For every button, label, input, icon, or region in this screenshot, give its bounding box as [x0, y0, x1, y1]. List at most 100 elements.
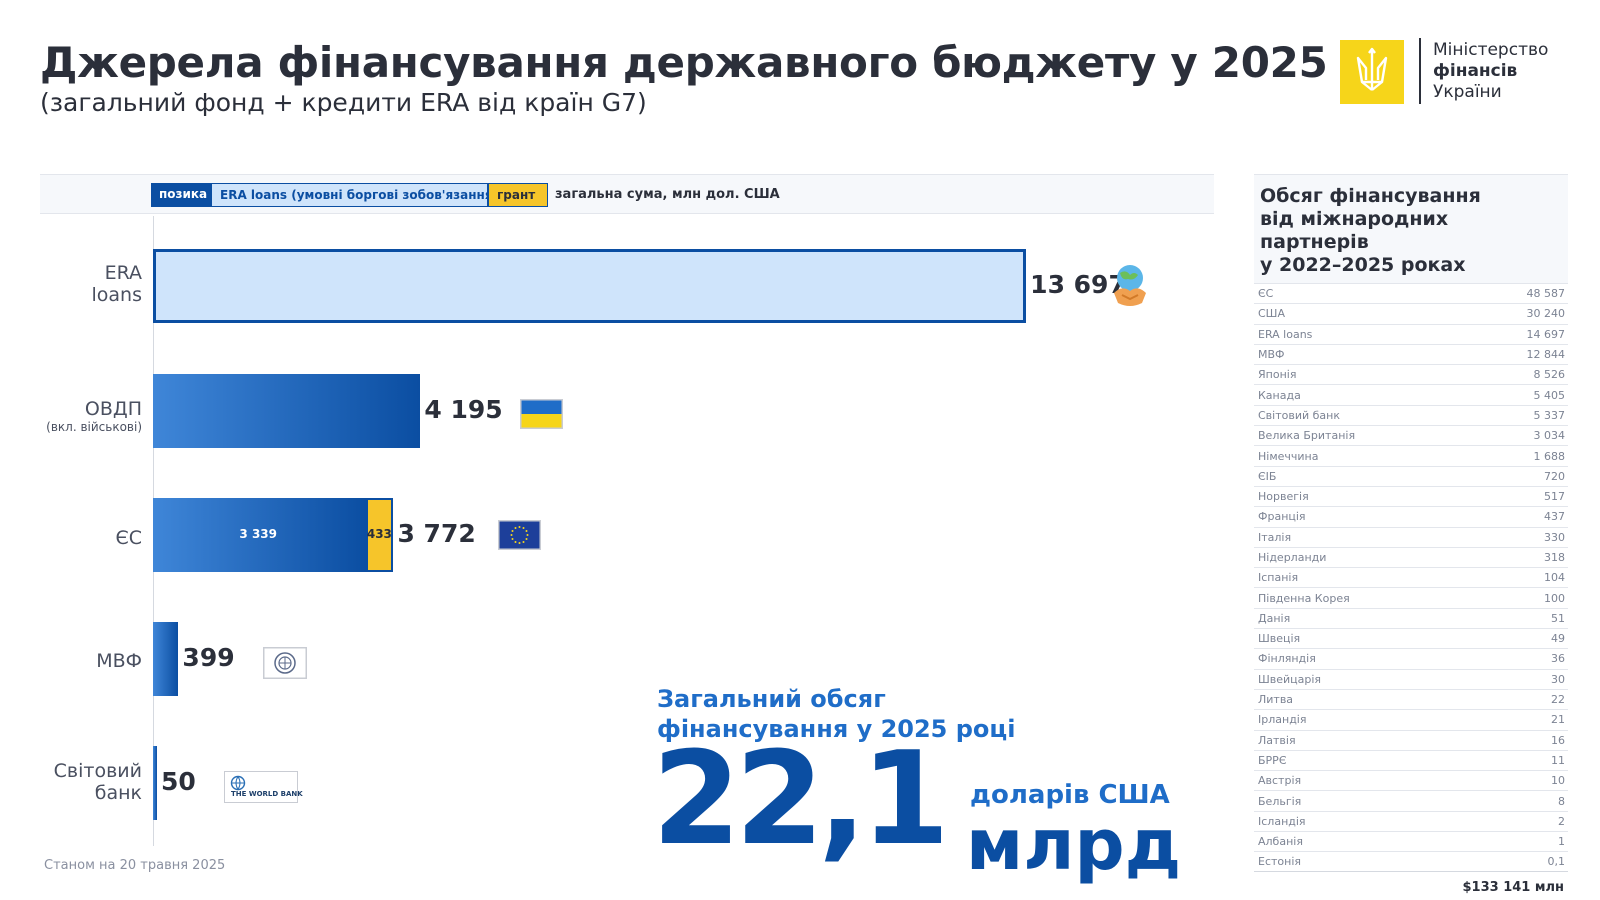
category-ovdp-sublabel: (вкл. військові): [46, 420, 142, 434]
value-label-era: 13 697: [1030, 270, 1126, 299]
partner-row: МВФ 12 844: [1254, 343, 1568, 364]
imf-logo-icon: [263, 647, 307, 683]
handshake-globe-icon: [1112, 263, 1148, 313]
partner-value: 36: [1551, 652, 1565, 666]
partner-name: Канада: [1258, 388, 1301, 402]
partner-value: 14 697: [1526, 327, 1566, 341]
partners-list: ЄС 48 587 США 30 240 ERA loans 14 697 МВФ 12 84…: [1254, 283, 1568, 872]
partners-total: $133 141 млн: [1462, 879, 1565, 895]
trident-icon: [1340, 40, 1404, 104]
partner-row: ЄС 48 587: [1254, 283, 1568, 303]
category-era-text: ERA loans: [91, 262, 143, 306]
partner-value: 21: [1551, 713, 1565, 727]
partner-name: Албанія: [1258, 835, 1303, 849]
total-value: 22,1: [652, 725, 950, 874]
partner-row: Норвегія 517: [1254, 485, 1568, 506]
category-label-imf: МВФ: [40, 650, 142, 672]
bar-eu-grant: [365, 498, 394, 572]
ministry-name-line1: Міністерство: [1433, 40, 1549, 60]
partner-value: 30 240: [1526, 307, 1566, 321]
partner-value: 5 405: [1533, 388, 1566, 402]
partner-name: Фінляндія: [1258, 652, 1316, 666]
partner-row: Данія 51: [1254, 607, 1568, 628]
partner-name: ERA loans: [1258, 327, 1313, 341]
partner-value: 517: [1544, 490, 1565, 504]
page-title: Джерела фінансування державного бюджету …: [40, 38, 1328, 87]
partner-value: 1 688: [1533, 449, 1566, 463]
partner-value: 100: [1544, 591, 1565, 605]
partner-name: Світовий банк: [1258, 408, 1340, 422]
bar-world-bank-loan: [153, 746, 157, 820]
partner-value: 5 337: [1533, 408, 1566, 422]
total-unit: доларів США: [970, 780, 1170, 810]
partner-row: Швеція 49: [1254, 628, 1568, 648]
world-bank-logo-icon: THE WORLD BANK: [224, 771, 303, 803]
partner-value: 318: [1544, 551, 1565, 564]
partner-value: 22: [1551, 693, 1565, 707]
partners-table: Обсяг фінансування від міжнародних партн…: [1254, 174, 1568, 895]
partner-row: Латвія 16: [1254, 729, 1568, 750]
partner-name: Литва: [1258, 693, 1294, 707]
partner-name: Нідерланди: [1258, 551, 1327, 564]
partner-name: Ірландія: [1258, 713, 1307, 727]
partner-row: ERA loans 14 697: [1254, 323, 1568, 344]
ministry-name: Міністерство фінансів України: [1433, 40, 1548, 103]
partner-row: Світовий банк 5 337: [1254, 404, 1568, 425]
partner-value: 16: [1551, 733, 1565, 747]
value-label-ovdp: 4 195: [424, 395, 503, 424]
partner-row: Фінляндія 36: [1254, 648, 1568, 668]
category-label-era: ERA loans: [40, 262, 143, 306]
partner-value: 0,1: [1547, 854, 1566, 868]
partner-name: Німеччина: [1258, 449, 1319, 463]
partner-name: БРРЄ: [1258, 753, 1287, 767]
partner-row: ЄІБ 720: [1254, 465, 1568, 486]
segment-label-eu-loan: 3 339: [239, 527, 277, 541]
partner-row: Бельгія 8: [1254, 790, 1568, 810]
partner-value: 8: [1558, 794, 1565, 808]
ministry-name-line3: України: [1433, 82, 1502, 102]
partners-title-line2: від міжнародних партнерів: [1260, 208, 1449, 253]
category-ovdp-text: ОВДП: [84, 398, 142, 420]
partner-name: Ісландія: [1258, 814, 1306, 828]
partner-row: Албанія 1: [1254, 831, 1568, 851]
legend-grant: грант: [488, 183, 548, 207]
category-world-bank-text: Світовий банк: [53, 760, 142, 804]
partner-name: Франція: [1258, 510, 1306, 524]
page-subtitle: (загальний фонд + кредити ERA від країн …: [40, 88, 647, 117]
partner-name: Швейцарія: [1258, 672, 1322, 686]
partner-value: 1: [1558, 835, 1565, 849]
value-label-eu: 3 772: [397, 519, 476, 548]
partner-name: Латвія: [1258, 733, 1296, 747]
partner-name: Норвегія: [1258, 490, 1309, 504]
partner-name: Австрія: [1258, 774, 1302, 788]
partner-value: 2: [1558, 814, 1565, 828]
value-label-world-bank: 50: [161, 767, 196, 796]
partner-name: МВФ: [1258, 348, 1285, 362]
partner-name: Італія: [1258, 530, 1292, 544]
partner-name: Бельгія: [1258, 794, 1302, 808]
partner-row: Іспанія 104: [1254, 567, 1568, 587]
chart-legend: позика ERA loans (умовні боргові зобов'я…: [40, 174, 1214, 214]
partner-row: Ірландія 21: [1254, 709, 1568, 729]
partners-title-line3: у 2022–2025 роках: [1260, 254, 1466, 276]
partner-row: Естонія 0,1: [1254, 851, 1568, 872]
partner-row: Італія 330: [1254, 526, 1568, 547]
partner-row: Німеччина 1 688: [1254, 445, 1568, 465]
partners-title: Обсяг фінансування від міжнародних партн…: [1254, 175, 1568, 283]
partner-name: Південна Корея: [1258, 591, 1350, 605]
bar-ovdp-loan: [153, 374, 421, 448]
footnote-date: Станом на 20 травня 2025: [44, 858, 226, 873]
eu-flag-icon: [498, 520, 541, 554]
partner-name: США: [1258, 307, 1285, 321]
partner-row: Швейцарія 30: [1254, 668, 1568, 689]
partner-name: ЄС: [1258, 287, 1274, 301]
partner-value: 48 587: [1526, 287, 1566, 301]
category-label-world-bank: Світовий банк: [40, 760, 142, 804]
value-label-imf: 399: [182, 643, 235, 672]
partner-row: Японія 8 526: [1254, 364, 1568, 384]
partner-row: Франція 437: [1254, 506, 1568, 526]
partner-name: ЄІБ: [1258, 469, 1277, 483]
partner-row: Ісландія 2: [1254, 810, 1568, 831]
partner-value: 10: [1551, 774, 1565, 788]
total-scale: млрд: [966, 804, 1182, 886]
